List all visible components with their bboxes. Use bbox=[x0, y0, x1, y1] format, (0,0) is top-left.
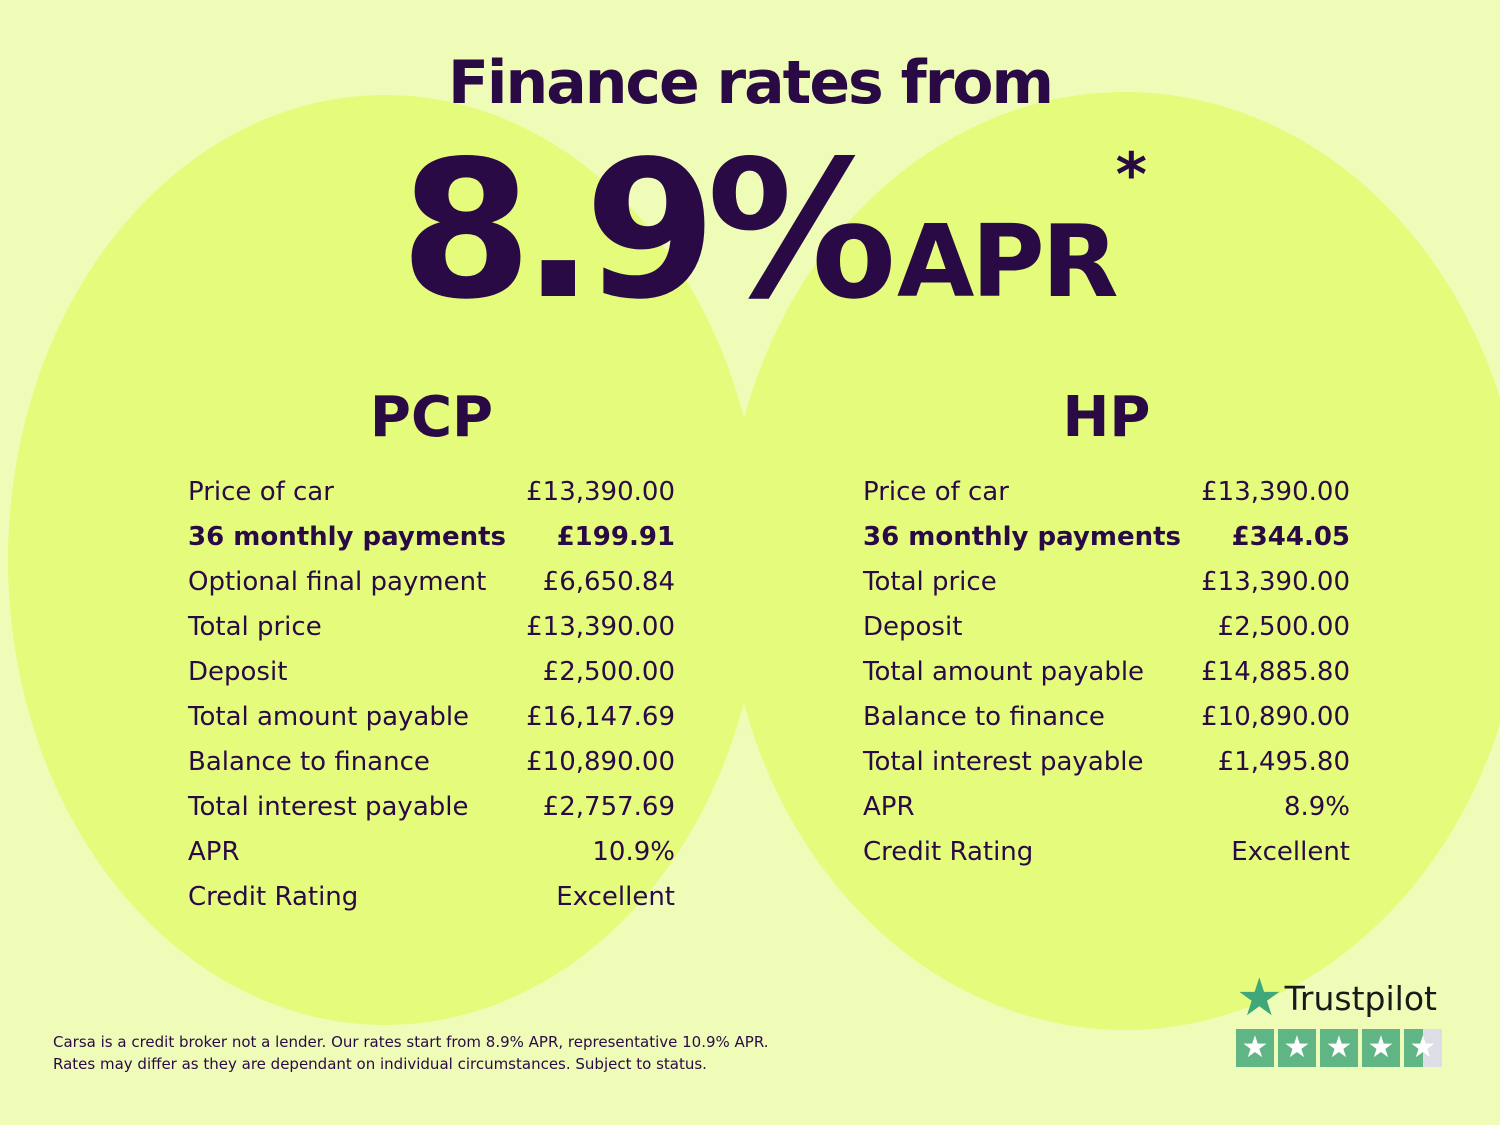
row-label: 36 monthly payments bbox=[188, 522, 506, 552]
table-row: APR 8.9% bbox=[863, 785, 1350, 830]
row-label: Total price bbox=[863, 567, 997, 597]
rate-suffix: APR bbox=[896, 203, 1119, 320]
disclaimer: Carsa is a credit broker not a lender. O… bbox=[53, 1031, 769, 1075]
table-row: Total price £13,390.00 bbox=[863, 560, 1350, 605]
disclaimer-line-1: Carsa is a credit broker not a lender. O… bbox=[53, 1033, 769, 1051]
background-circle-right bbox=[725, 92, 1500, 1030]
table-row: Balance to finance £10,890.00 bbox=[188, 740, 675, 785]
trustpilot-name: Trustpilot bbox=[1284, 978, 1437, 1018]
row-label: Deposit bbox=[188, 657, 288, 687]
row-value: 10.9% bbox=[592, 837, 675, 867]
row-value: £13,390.00 bbox=[526, 477, 675, 507]
rate-display: 8.9% APR* bbox=[400, 120, 1147, 341]
row-value: £16,147.69 bbox=[526, 702, 675, 732]
star-icon: ★ bbox=[1278, 1029, 1316, 1067]
background-circle-left bbox=[8, 95, 762, 1025]
row-value: £13,390.00 bbox=[1201, 567, 1350, 597]
headline: Finance rates from bbox=[447, 48, 1054, 118]
row-label: 36 monthly payments bbox=[863, 522, 1181, 552]
table-row: APR 10.9% bbox=[188, 830, 675, 875]
star-icon: ★ bbox=[1404, 1029, 1442, 1067]
row-label: Credit Rating bbox=[188, 882, 359, 912]
table-row: Deposit £2,500.00 bbox=[188, 650, 675, 695]
row-label: Total amount payable bbox=[188, 702, 470, 732]
row-label: Deposit bbox=[863, 612, 963, 642]
row-label: Balance to finance bbox=[863, 702, 1105, 732]
row-value: £2,500.00 bbox=[542, 657, 675, 687]
asterisk: * bbox=[1115, 140, 1148, 210]
table-row: Credit Rating Excellent bbox=[188, 875, 675, 920]
star-icon: ★ bbox=[1236, 968, 1283, 1028]
row-value: 8.9% bbox=[1283, 792, 1350, 822]
table-row: Total interest payable £2,757.69 bbox=[188, 785, 675, 830]
row-label: Balance to finance bbox=[188, 747, 430, 777]
table-row: Total amount payable £14,885.80 bbox=[863, 650, 1350, 695]
hp-title: HP bbox=[1062, 385, 1151, 450]
row-value: £13,390.00 bbox=[1201, 477, 1350, 507]
row-label: APR bbox=[188, 837, 240, 867]
row-value: Excellent bbox=[556, 882, 675, 912]
row-label: Total interest payable bbox=[863, 747, 1144, 777]
row-value: £10,890.00 bbox=[1201, 702, 1350, 732]
table-row: Price of car £13,390.00 bbox=[188, 470, 675, 515]
hp-rows: Price of car £13,390.00 36 monthly payment… bbox=[863, 470, 1350, 875]
row-label: Total amount payable bbox=[863, 657, 1145, 687]
pcp-rows: Price of car £13,390.00 36 monthly payment… bbox=[188, 470, 675, 920]
star-icon: ★ bbox=[1362, 1029, 1400, 1067]
row-value: £6,650.84 bbox=[542, 567, 675, 597]
table-row: Optional final payment £6,650.84 bbox=[188, 560, 675, 605]
row-value: £1,495.80 bbox=[1217, 747, 1350, 777]
table-row: 36 monthly payments £344.05 bbox=[863, 515, 1350, 560]
pcp-title: PCP bbox=[369, 385, 494, 450]
row-label: Price of car bbox=[863, 477, 1009, 507]
row-value: £344.05 bbox=[1231, 522, 1350, 552]
row-label: APR bbox=[863, 792, 915, 822]
table-row: Total amount payable £16,147.69 bbox=[188, 695, 675, 740]
table-row: Deposit £2,500.00 bbox=[863, 605, 1350, 650]
table-row: Balance to finance £10,890.00 bbox=[863, 695, 1350, 740]
table-row: Total price £13,390.00 bbox=[188, 605, 675, 650]
row-value: £2,757.69 bbox=[542, 792, 675, 822]
row-label: Total price bbox=[188, 612, 322, 642]
row-value: £13,390.00 bbox=[526, 612, 675, 642]
hp-table: HP Price of car £13,390.00 36 monthly paym… bbox=[863, 385, 1350, 875]
row-value: £10,890.00 bbox=[526, 747, 675, 777]
rate-value: 8.9% bbox=[400, 120, 897, 341]
row-value: £14,885.80 bbox=[1201, 657, 1350, 687]
table-row: Price of car £13,390.00 bbox=[863, 470, 1350, 515]
pcp-table: PCP Price of car £13,390.00 36 monthly pay… bbox=[188, 385, 675, 920]
row-label: Credit Rating bbox=[863, 837, 1034, 867]
trustpilot-logo: ★ Trustpilot bbox=[1236, 968, 1442, 1028]
disclaimer-line-2: Rates may differ as they are dependant o… bbox=[53, 1055, 707, 1073]
row-value: Excellent bbox=[1231, 837, 1350, 867]
table-row: 36 monthly payments £199.91 bbox=[188, 515, 675, 560]
trustpilot-rating: ★ ★ ★ ★ ★ bbox=[1236, 1029, 1442, 1067]
star-icon: ★ bbox=[1236, 1029, 1274, 1067]
table-row: Total interest payable £1,495.80 bbox=[863, 740, 1350, 785]
trustpilot-badge[interactable]: ★ Trustpilot ★ ★ ★ ★ ★ bbox=[1236, 968, 1442, 1067]
row-label: Optional final payment bbox=[188, 567, 487, 597]
row-value: £2,500.00 bbox=[1217, 612, 1350, 642]
table-row: Credit Rating Excellent bbox=[863, 830, 1350, 875]
row-value: £199.91 bbox=[556, 522, 675, 552]
row-label: Price of car bbox=[188, 477, 334, 507]
star-icon: ★ bbox=[1320, 1029, 1358, 1067]
row-label: Total interest payable bbox=[188, 792, 469, 822]
